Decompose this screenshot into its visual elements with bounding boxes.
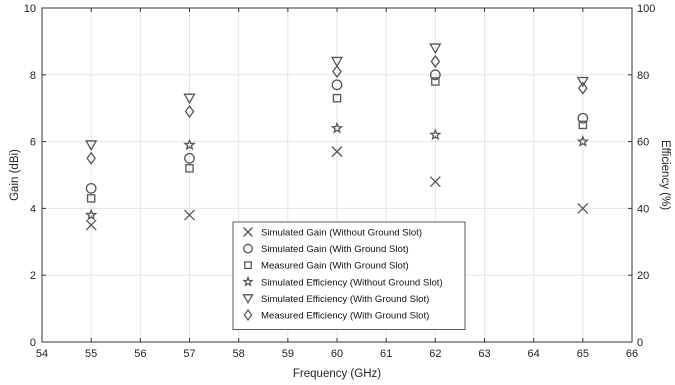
- data-point: [183, 93, 196, 105]
- data-point: [330, 121, 344, 134]
- legend-label: Simulated Gain (With Ground Slot): [261, 244, 409, 255]
- y2-tick-label: 0: [637, 337, 643, 349]
- legend-label: Simulated Gain (Without Ground Slot): [261, 228, 422, 239]
- legend: Simulated Gain (Without Ground Slot) Simu…: [232, 221, 466, 330]
- data-point: [578, 81, 588, 95]
- data-point: [185, 164, 194, 173]
- data-point: [184, 104, 195, 119]
- data-point: [577, 112, 589, 124]
- data-point: [331, 79, 343, 91]
- x-tick-label: 61: [380, 348, 392, 360]
- legend-marker: [244, 261, 252, 270]
- data-point: [184, 152, 195, 164]
- legend-item: Simulated Gain (With Ground Slot): [243, 243, 409, 255]
- x-tick-label: 60: [331, 348, 343, 360]
- data-points: [84, 43, 590, 231]
- y-axis-label: Gain (dBi): [9, 149, 21, 201]
- x-tick-label: 55: [85, 348, 97, 360]
- legend-item: Simulated Gain (Without Ground Slot): [243, 227, 422, 239]
- data-point: [184, 209, 195, 221]
- data-point: [85, 140, 98, 152]
- y-tick-label: 6: [30, 137, 36, 149]
- series-1: [85, 146, 589, 231]
- series-3: [86, 77, 588, 203]
- legend-item: Simulated Efficiency (Without Ground Slo…: [242, 275, 443, 288]
- y2-tick-label: 20: [637, 270, 649, 282]
- x-tick-label: 57: [183, 348, 195, 360]
- legend-label: Measured Gain (With Ground Slot): [261, 261, 409, 272]
- data-point: [183, 138, 196, 151]
- y2-tick-label: 80: [637, 70, 649, 82]
- legend-label: Simulated Efficiency (Without Ground Slo…: [261, 277, 443, 288]
- data-point: [577, 202, 589, 214]
- legend-marker: [243, 243, 253, 254]
- series-4: [84, 121, 590, 221]
- data-point: [330, 56, 344, 68]
- y2-tick-label: 40: [637, 203, 649, 215]
- legend-marker: [242, 294, 254, 304]
- legend-marker: [243, 308, 253, 322]
- data-point: [86, 194, 96, 203]
- data-point: [429, 43, 442, 55]
- data-point: [331, 146, 343, 158]
- legend-item: Measured Gain (With Ground Slot): [244, 261, 409, 272]
- series-2: [85, 69, 589, 194]
- x-tick-label: 64: [528, 348, 540, 360]
- legend-label: Simulated Efficiency (With Ground Slot): [261, 294, 429, 305]
- legend-marker: [242, 275, 254, 287]
- series-6: [86, 54, 588, 165]
- data-point: [332, 93, 342, 103]
- legend-item: Simulated Efficiency (With Ground Slot): [242, 294, 429, 305]
- legend-marker: [243, 227, 253, 237]
- y-tick-label: 2: [30, 270, 36, 282]
- data-point: [576, 76, 589, 88]
- data-point: [332, 64, 342, 79]
- x-tick-label: 66: [626, 348, 638, 360]
- data-point: [429, 69, 441, 81]
- x-tick-label: 65: [577, 348, 589, 360]
- data-point: [85, 182, 97, 194]
- data-point: [429, 128, 442, 141]
- x-tick-label: 54: [36, 348, 48, 360]
- legend-box: [232, 221, 466, 330]
- axis-ticks: [41, 7, 633, 343]
- data-point: [85, 219, 97, 231]
- y-tick-label: 10: [24, 3, 36, 15]
- data-point: [86, 151, 96, 165]
- x-axis-label: Frequency (GHz): [293, 368, 381, 380]
- y2-tick-label: 60: [637, 137, 649, 149]
- y2-tick-label: 100: [637, 3, 655, 15]
- x-tick-label: 62: [429, 348, 441, 360]
- y-tick-label: 8: [30, 70, 36, 82]
- data-point: [431, 77, 440, 86]
- legend-item: Measured Efficiency (With Ground Slot): [243, 308, 429, 322]
- data-point: [576, 135, 590, 147]
- x-tick-label: 63: [478, 348, 490, 360]
- legend-label: Measured Efficiency (With Ground Slot): [261, 311, 429, 322]
- data-point: [84, 208, 98, 221]
- series-5: [85, 43, 589, 152]
- y2-axis-label: Efficiency (%): [659, 140, 671, 210]
- y-tick-label: 0: [30, 337, 36, 349]
- data-point: [430, 54, 441, 69]
- x-tick-label: 59: [282, 348, 294, 360]
- x-tick-label: 58: [233, 348, 245, 360]
- x-tick-label: 56: [134, 348, 146, 360]
- data-point: [429, 176, 441, 188]
- tick-labels: 54 55 56 57 58 59 60 61 62 63 64 65 6602468100204060…: [24, 3, 656, 360]
- y-tick-label: 4: [30, 203, 36, 215]
- data-point: [578, 120, 588, 130]
